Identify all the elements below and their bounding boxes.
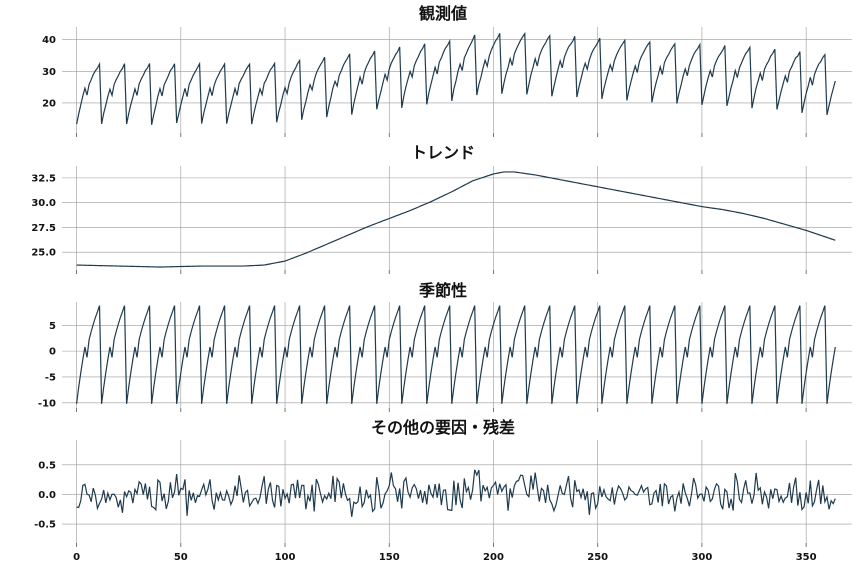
panel-title-seasonal: 季節性 bbox=[418, 281, 467, 300]
panel-title-trend: トレンド bbox=[411, 143, 475, 162]
y-tick-label: 0.0 bbox=[38, 490, 56, 501]
y-tick-label: 25.0 bbox=[31, 248, 56, 259]
x-tick-label: 100 bbox=[275, 552, 296, 563]
x-tick-label: 150 bbox=[379, 552, 400, 563]
series-line-observed bbox=[76, 31, 836, 125]
y-tick-label: 0 bbox=[49, 347, 56, 358]
series-line-residual bbox=[76, 469, 836, 517]
panel-observed: 20 30 40 観測値 bbox=[42, 4, 852, 137]
x-tick-label: 50 bbox=[174, 552, 188, 563]
y-tick-label: -10 bbox=[38, 398, 56, 409]
x-tick-label: 350 bbox=[796, 552, 817, 563]
y-tick-label: 0.5 bbox=[38, 460, 56, 471]
y-tick-label: 32.5 bbox=[31, 173, 56, 184]
x-tick-label: 250 bbox=[587, 552, 608, 563]
panel-trend: 25.0 27.5 30.0 32.5 トレンド bbox=[31, 143, 852, 274]
panel-residual: 0 50 100 150 200 250 300 350 -0.5 0.0 0.5 その他の要因・残差 bbox=[34, 418, 852, 563]
x-tick-label: 300 bbox=[691, 552, 712, 563]
y-tick-label: 27.5 bbox=[31, 223, 56, 234]
series-line-trend bbox=[76, 171, 836, 268]
series-line-seasonal bbox=[75, 305, 836, 404]
y-tick-label: -0.5 bbox=[34, 520, 56, 531]
x-tick-label: 200 bbox=[483, 552, 504, 563]
y-tick-label: 30.0 bbox=[31, 198, 56, 209]
panel-seasonal: -10 -5 0 5 季節性 bbox=[38, 281, 852, 412]
x-tick-label: 0 bbox=[73, 552, 80, 563]
y-tick-label: 30 bbox=[42, 67, 56, 78]
y-tick-label: 20 bbox=[42, 98, 56, 109]
panel-title-residual: その他の要因・残差 bbox=[371, 418, 515, 437]
y-tick-label: 5 bbox=[49, 321, 56, 332]
y-tick-label: 40 bbox=[42, 35, 56, 46]
panel-title-observed: 観測値 bbox=[419, 4, 467, 23]
y-tick-label: -5 bbox=[45, 372, 56, 383]
